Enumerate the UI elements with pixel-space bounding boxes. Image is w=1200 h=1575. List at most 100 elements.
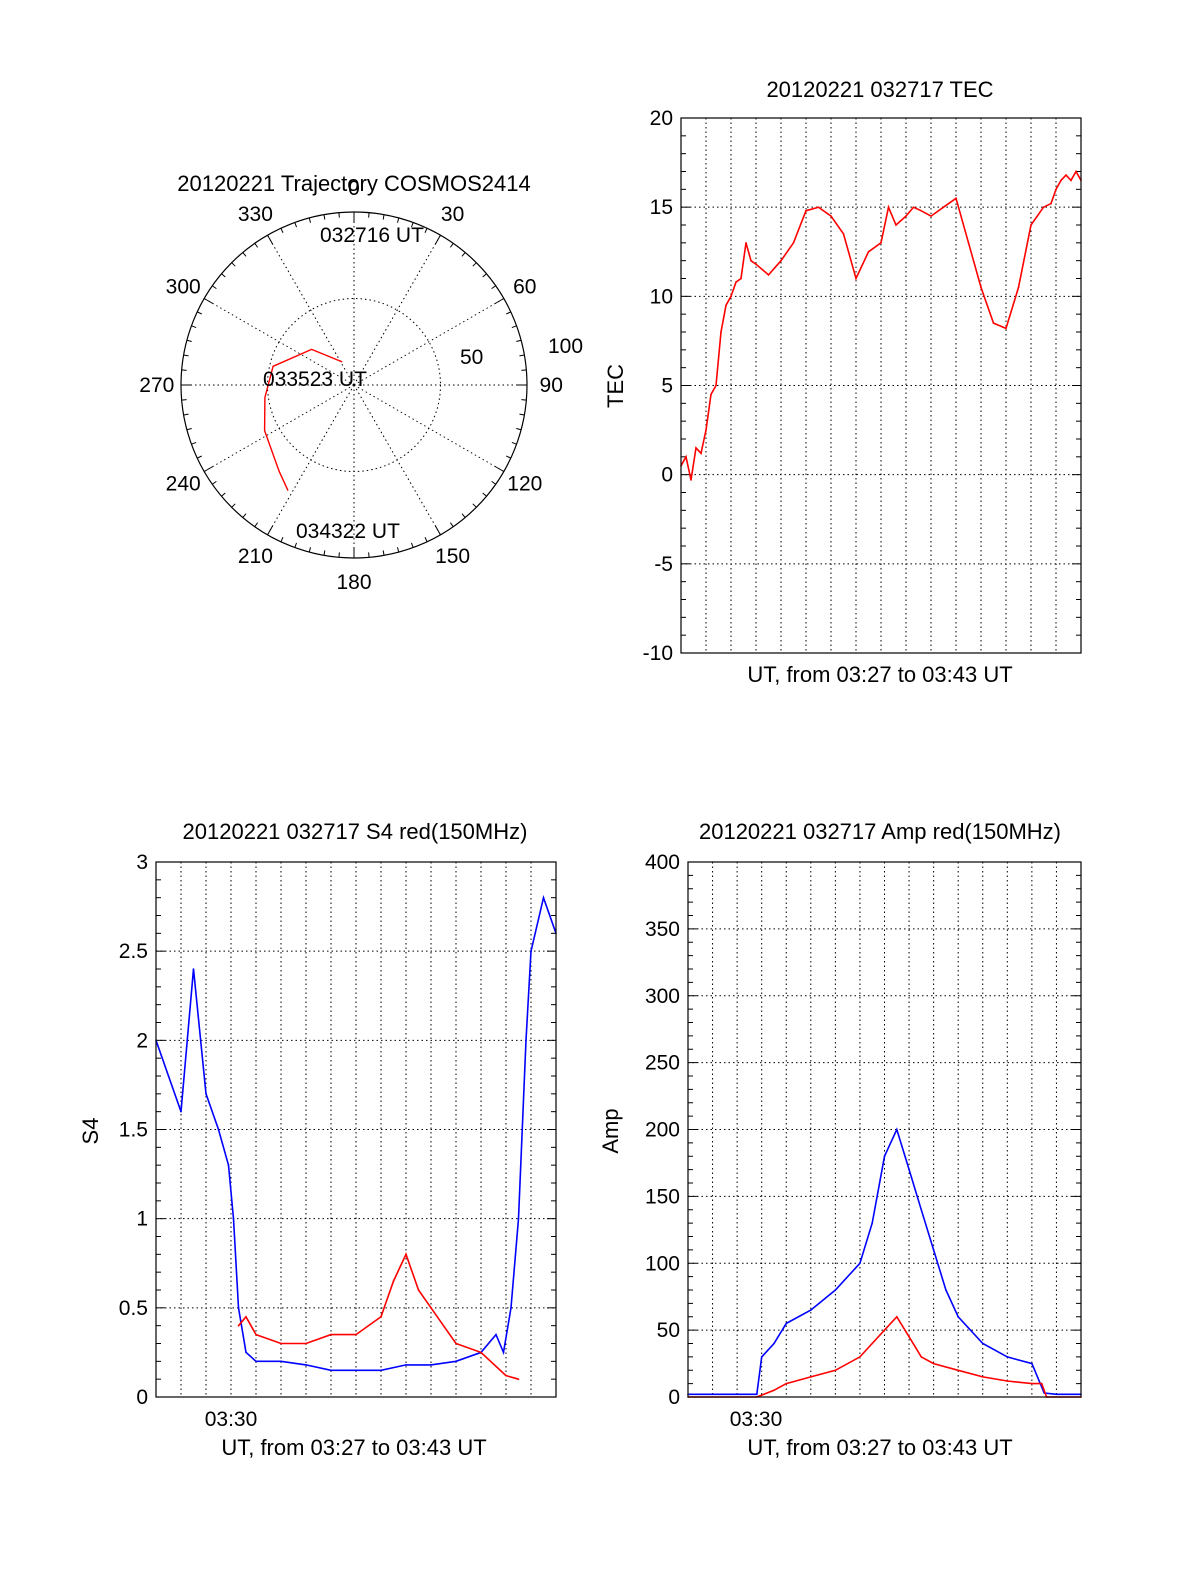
y-tick-label: 350	[645, 918, 680, 941]
data-point-red	[932, 1362, 935, 1365]
data-point-red	[842, 233, 845, 235]
data-point-red	[1040, 1382, 1043, 1385]
data-point-blue	[525, 1039, 527, 1042]
data-point-red	[834, 1369, 837, 1372]
polar-tick-mark	[203, 298, 214, 304]
polar-spoke	[353, 234, 441, 386]
polar-tick-mark	[494, 298, 505, 304]
polar-tick-mark	[183, 354, 189, 357]
data-point-red	[237, 1324, 240, 1327]
azimuth-label: 210	[238, 545, 273, 568]
data-point-red	[720, 331, 722, 333]
s4-x-axis-label: UT, from 03:27 to 03:43 UT	[221, 1435, 486, 1460]
polar-tick-mark	[191, 325, 197, 329]
data-point-red	[855, 277, 857, 280]
s4-y-tick-labels: 3 2.5 2 1.5 1 0.5 0	[119, 851, 148, 1409]
data-point-blue	[192, 968, 195, 970]
polar-tick-mark	[519, 413, 525, 416]
polar-tick-mark	[449, 522, 454, 528]
s4-x-tick-label: 03:30	[205, 1408, 258, 1431]
data-point-blue	[455, 1360, 457, 1363]
polar-tick-mark	[186, 339, 192, 343]
data-point-blue	[883, 1155, 886, 1158]
data-point-blue	[502, 1351, 505, 1354]
y-tick-label: 100	[645, 1252, 680, 1275]
data-point-red	[859, 1356, 861, 1358]
tec-plot-frame	[680, 117, 1082, 654]
data-point-red	[1060, 179, 1062, 182]
series-line-blue	[155, 894, 557, 1372]
data-point-red	[430, 1307, 432, 1309]
polar-tick-mark	[410, 222, 414, 228]
data-point-red	[517, 1378, 520, 1380]
polar-tick-mark	[254, 242, 259, 248]
data-point-red	[705, 429, 707, 431]
polar-spoke	[203, 298, 355, 386]
polar-tick-mark	[424, 227, 428, 233]
polar-tick-mark	[196, 455, 202, 459]
polar-tick-mark	[221, 273, 226, 278]
data-point-red	[715, 384, 717, 387]
data-point-red	[830, 215, 832, 217]
y-tick-label: 2.5	[119, 940, 148, 963]
azimuth-label: 330	[238, 203, 273, 226]
tec-title: 20120221 032717 TEC	[766, 77, 993, 102]
azimuth-label: 180	[336, 571, 371, 594]
polar-tick-mark	[519, 354, 525, 357]
data-point-blue	[430, 1364, 432, 1366]
polar-tick-mark	[424, 537, 428, 543]
azimuth-label: 120	[507, 473, 542, 496]
data-point-blue	[510, 1307, 512, 1309]
data-point-red	[895, 224, 897, 226]
data-point-red	[1031, 1382, 1033, 1385]
polar-tick-mark	[280, 227, 284, 233]
data-point-blue	[871, 1222, 873, 1224]
polar-tick-mark	[242, 513, 247, 518]
y-tick-label: 1.5	[119, 1119, 148, 1142]
data-point-red	[992, 322, 995, 324]
azimuth-label: 150	[435, 545, 470, 568]
polar-tick-mark	[211, 480, 217, 485]
data-point-red	[883, 1329, 886, 1331]
polar-tick-mark	[186, 427, 192, 431]
y-tick-label: -5	[654, 553, 673, 576]
trajectory-start-label: 032716 UT	[320, 224, 424, 247]
data-point-red	[380, 1316, 382, 1318]
data-point-red	[780, 259, 782, 262]
data-point-blue	[945, 1289, 947, 1291]
data-point-red	[920, 1356, 923, 1358]
trajectory-end-label: 034322 UT	[296, 520, 400, 543]
data-point-red	[957, 1369, 959, 1372]
series-line-blue	[688, 1127, 1081, 1396]
polar-tick-mark	[396, 217, 400, 223]
y-tick-label: 300	[645, 985, 680, 1008]
y-tick-label: -10	[643, 642, 673, 665]
data-point-red	[730, 295, 732, 298]
trajectory-panel: 20120221 Trajectory COSMOS2414 0 30 60 90 12…	[139, 171, 583, 594]
data-point-blue	[957, 1316, 959, 1318]
data-point-red	[1050, 202, 1052, 205]
y-tick-label: 0	[668, 1386, 680, 1409]
polar-tick-mark	[382, 550, 385, 556]
data-point-blue	[205, 1093, 207, 1095]
y-tick-label: 5	[661, 375, 673, 398]
polar-tick-mark	[308, 217, 312, 223]
data-point-red	[896, 1316, 898, 1318]
azimuth-label: 270	[139, 374, 174, 397]
data-point-blue	[1006, 1356, 1009, 1358]
data-point-red	[455, 1342, 457, 1345]
data-point-red	[905, 215, 907, 217]
data-point-blue	[736, 1393, 738, 1396]
polar-tick-mark	[231, 503, 236, 508]
amp-x-tick-label: 03:30	[730, 1408, 783, 1431]
y-tick-label: 20	[650, 107, 673, 130]
data-point-red	[942, 206, 945, 208]
y-tick-label: 1	[136, 1208, 148, 1231]
data-point-red	[1005, 327, 1007, 330]
azimuth-label: 90	[540, 374, 563, 397]
polar-tick-mark	[491, 285, 497, 290]
data-point-red	[280, 1342, 282, 1345]
data-point-red	[755, 263, 757, 266]
polar-tick-mark	[511, 325, 517, 329]
